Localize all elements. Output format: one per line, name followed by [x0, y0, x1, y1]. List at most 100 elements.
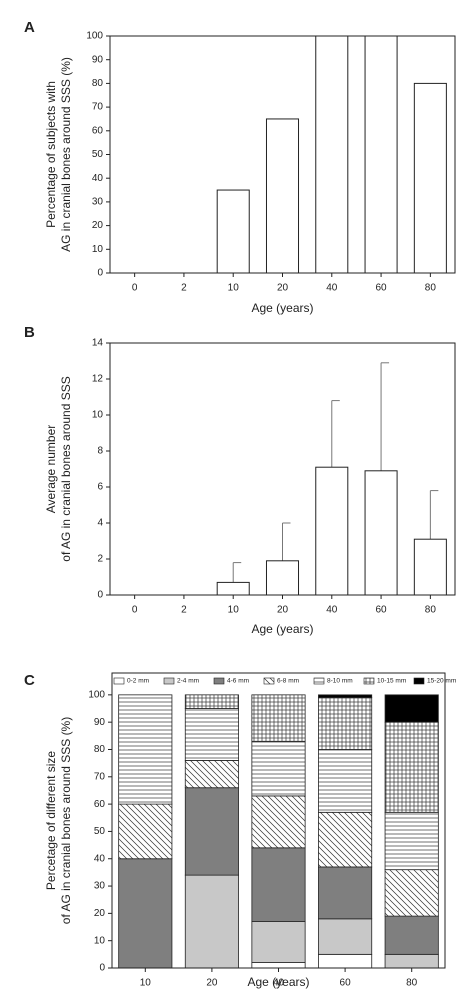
bar: [216, 189, 250, 274]
bar-segment: [318, 749, 373, 813]
bar-segment: [251, 962, 306, 969]
y-tick-label: 14: [92, 338, 104, 349]
bar-segment: [384, 869, 439, 917]
y-tick-label: 10: [92, 244, 104, 255]
y-tick-label: 0: [99, 963, 105, 974]
bar: [315, 466, 349, 596]
x-tick-label: 40: [326, 605, 338, 616]
x-tick-label: 20: [277, 283, 289, 294]
x-tick-label: 2: [181, 605, 187, 616]
y-tick-label: 8: [97, 446, 103, 457]
x-tick-label: 40: [273, 978, 285, 989]
bar-segment: [184, 694, 239, 709]
y-axis-label: of AG in cranial bones around SSS: [59, 376, 73, 561]
bar-segment: [384, 953, 439, 969]
bar: [265, 560, 300, 596]
bar-segment: [318, 953, 373, 969]
bar: [216, 581, 250, 596]
bar-segment: [251, 795, 306, 849]
bar-segment: [118, 803, 173, 860]
bar: [413, 538, 447, 596]
bar-segment: [251, 921, 306, 963]
y-axis-label: Percetage of different size: [44, 751, 58, 891]
bar-segment: [318, 918, 373, 955]
bar-segment: [384, 694, 439, 723]
x-tick-label: 10: [228, 283, 240, 294]
x-axis-label: Age (years): [251, 622, 313, 636]
y-tick-label: 12: [92, 374, 104, 385]
legend-swatch: [163, 677, 175, 685]
bar: [413, 82, 447, 274]
legend-label: 0-2 mm: [127, 678, 149, 685]
y-tick-label: 70: [94, 771, 106, 782]
bar: [315, 35, 349, 274]
y-tick-label: 10: [92, 410, 104, 421]
y-tick-label: 40: [94, 853, 106, 864]
y-tick-label: 90: [92, 54, 104, 65]
x-tick-label: 20: [206, 978, 218, 989]
y-axis-label: Average number: [44, 425, 58, 514]
y-tick-label: 20: [92, 220, 104, 231]
legend-swatch: [313, 677, 325, 685]
x-axis-label: Age (years): [251, 301, 313, 315]
y-tick-label: 50: [94, 826, 106, 837]
bar-segment: [384, 811, 439, 871]
y-tick-label: 80: [94, 744, 106, 755]
y-axis-label: AG in cranial bones around SSS (%): [59, 57, 73, 252]
bar-segment: [384, 721, 439, 813]
x-axis-label: Age (years): [247, 975, 309, 989]
bar-segment: [251, 694, 306, 742]
x-tick-label: 10: [140, 978, 152, 989]
bar-segment: [318, 811, 373, 868]
bar-segment: [184, 787, 239, 876]
y-tick-label: 60: [92, 125, 104, 136]
y-tick-label: 4: [97, 518, 103, 529]
y-tick-label: 100: [88, 689, 105, 700]
y-tick-label: 0: [97, 268, 103, 279]
x-tick-label: 80: [406, 978, 418, 989]
x-tick-label: 0: [132, 283, 138, 294]
bar-segment: [318, 866, 373, 920]
y-tick-label: 40: [92, 173, 104, 184]
x-tick-label: 80: [425, 605, 437, 616]
x-tick-label: 60: [376, 283, 388, 294]
y-tick-label: 10: [94, 935, 106, 946]
bar: [364, 470, 398, 596]
x-tick-label: 80: [425, 283, 437, 294]
bar: [364, 35, 398, 274]
y-tick-label: 100: [86, 31, 103, 42]
x-tick-label: 0: [132, 605, 138, 616]
panel-label: B: [24, 324, 35, 341]
bar-segment: [184, 760, 239, 789]
plot-frame: [109, 35, 456, 274]
y-tick-label: 6: [97, 482, 103, 493]
x-tick-label: 10: [228, 605, 240, 616]
panel-label: A: [24, 19, 35, 36]
y-tick-label: 30: [94, 881, 106, 892]
legend-swatch: [263, 677, 275, 685]
legend-label: 2-4 mm: [177, 678, 199, 685]
y-tick-label: 90: [94, 717, 106, 728]
x-tick-label: 60: [340, 978, 352, 989]
bar-segment: [184, 874, 239, 969]
bar-segment: [318, 697, 373, 750]
y-axis-label: of AG in cranial bones around SSS (%): [59, 717, 73, 924]
legend-label: 8-10 mm: [327, 678, 353, 685]
y-tick-label: 30: [92, 197, 104, 208]
legend-label: 4-6 mm: [227, 678, 249, 685]
x-tick-label: 2: [181, 283, 187, 294]
legend-swatch: [113, 677, 125, 685]
y-tick-label: 80: [92, 78, 104, 89]
bar-segment: [118, 694, 173, 805]
legend-label: 10-15 mm: [377, 678, 406, 685]
y-tick-label: 0: [97, 590, 103, 601]
plot-frame: [109, 342, 456, 596]
bar: [265, 118, 300, 274]
bar-segment: [251, 847, 306, 922]
bar-segment: [318, 694, 373, 698]
legend-label: 15-20 mm: [427, 678, 456, 685]
y-tick-label: 50: [92, 149, 104, 160]
bar-segment: [184, 708, 239, 761]
y-tick-label: 2: [97, 554, 103, 565]
